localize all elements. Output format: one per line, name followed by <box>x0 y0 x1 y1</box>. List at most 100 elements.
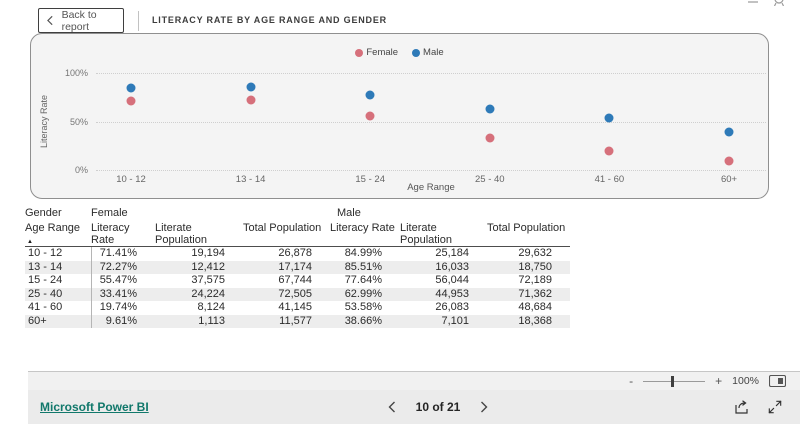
column-header[interactable]: Total Population <box>487 220 570 247</box>
next-page-button[interactable] <box>480 401 488 413</box>
value-cell: 9.61% <box>90 314 155 328</box>
age-range-cell: 10 - 12 <box>28 247 63 259</box>
footer-bar: Microsoft Power BI 10 of 21 <box>28 390 800 424</box>
data-point-male[interactable] <box>246 82 256 92</box>
value-cell: 71.41% <box>90 246 155 261</box>
microsoft-power-bi-link[interactable]: Microsoft Power BI <box>40 400 149 414</box>
gender-group-header: Gender <box>25 206 62 219</box>
data-point-male[interactable] <box>724 127 734 137</box>
data-point-male[interactable] <box>485 104 495 114</box>
data-point-male[interactable] <box>365 90 375 100</box>
age-range-cell: 13 - 14 <box>25 260 91 274</box>
x-axis-title: Age Range <box>407 182 455 193</box>
age-range-cell: 41 - 60 <box>28 301 63 313</box>
data-point-male[interactable] <box>126 83 136 93</box>
footer-action-icons <box>734 400 782 414</box>
zoom-slider-handle[interactable] <box>671 375 675 387</box>
value-cell: 26,878 <box>278 247 312 259</box>
table-row[interactable]: 10 - 12 71.41% 19,194 26,878 84.99% 25,184 29,… <box>25 246 570 261</box>
value-cell: 56,044 <box>435 274 469 286</box>
y-gridline <box>96 170 766 171</box>
chevron-left-icon <box>388 401 395 413</box>
table-row[interactable]: 13 - 14 72.27% 12,412 17,174 85.51% 16,033 18,… <box>25 260 570 274</box>
age-range-cell: 60+ <box>25 314 91 328</box>
chevron-right-icon <box>480 401 488 413</box>
table-row[interactable]: 60+ 9.61% 1,113 11,577 38.66% 7,101 18,368 <box>25 314 570 328</box>
value-cell: 29,632 <box>518 247 552 259</box>
page-navigation: 10 of 21 <box>388 400 488 414</box>
y-axis-title: Literacy Rate <box>39 94 49 149</box>
column-header[interactable]: Total Population <box>243 220 330 247</box>
chevron-left-icon <box>47 15 53 26</box>
age-range-column-header[interactable]: Age Range ▲ <box>25 220 91 247</box>
data-point-female[interactable] <box>724 156 734 166</box>
x-tick-label: 10 - 12 <box>116 174 146 185</box>
sort-ascending-icon: ▲ <box>27 239 33 245</box>
x-tick-label: 15 - 24 <box>355 174 385 185</box>
legend-dot-icon <box>355 48 364 57</box>
column-header[interactable]: Literacy Rate <box>330 220 400 247</box>
column-header[interactable]: Literate Population <box>155 220 243 247</box>
share-icon[interactable] <box>734 400 750 414</box>
data-table: Gender Female Male Age Range ▲ Literacy … <box>25 205 570 328</box>
zoom-level-value: 100% <box>732 375 759 387</box>
zoom-in-button[interactable]: + <box>715 374 723 388</box>
fit-to-page-icon[interactable] <box>769 375 786 387</box>
partial-toolbar-icon-1[interactable] <box>746 0 760 6</box>
value-cell: 33.41% <box>90 287 155 301</box>
chart-legend: Female Male <box>31 47 768 58</box>
age-range-cell: 15 - 24 <box>28 274 63 286</box>
value-cell: 19.74% <box>90 301 155 315</box>
table-body: 10 - 12 71.41% 19,194 26,878 84.99% 25,184 29,… <box>25 246 570 328</box>
x-tick-label: 41 - 60 <box>594 174 625 185</box>
y-gridline <box>96 73 766 74</box>
table-row[interactable]: 15 - 24 55.47% 37,575 67,744 77.64% 56,044 72,… <box>25 274 570 288</box>
legend-dot-icon <box>412 48 421 57</box>
value-cell: 48,684 <box>518 301 552 313</box>
column-header[interactable]: Literate Population <box>400 220 487 247</box>
value-cell: 8,124 <box>197 301 225 313</box>
back-to-report-button[interactable]: Back to report <box>38 8 124 33</box>
data-point-male[interactable] <box>604 113 614 123</box>
value-cell: 25,184 <box>435 247 469 259</box>
topbar-divider <box>138 11 139 31</box>
fullscreen-icon[interactable] <box>768 400 782 414</box>
data-point-female[interactable] <box>126 96 136 106</box>
value-cell: 16,033 <box>400 260 487 274</box>
value-cell: 24,224 <box>155 287 243 301</box>
legend-item-female[interactable]: Female <box>355 47 398 58</box>
value-cell: 17,174 <box>243 260 330 274</box>
legend-item-male[interactable]: Male <box>412 47 444 58</box>
value-cell: 41,145 <box>278 301 312 313</box>
value-cell: 84.99% <box>344 247 382 259</box>
value-cell: 37,575 <box>191 274 225 286</box>
table-row[interactable]: 41 - 60 19.74% 8,124 41,145 53.58% 26,083 48,6… <box>25 301 570 315</box>
female-group-header: Female <box>91 206 128 219</box>
value-cell: 67,744 <box>278 274 312 286</box>
x-tick-label: 60+ <box>720 174 738 185</box>
age-range-header-label: Age Range <box>25 222 81 234</box>
scatter-chart-panel: Female Male Literacy Rate 100% 50% 0% 10 - 1… <box>30 33 769 199</box>
age-range-cell: 25 - 40 <box>25 287 91 301</box>
zoom-slider[interactable] <box>643 375 706 387</box>
column-header[interactable]: Literacy Rate <box>91 220 155 247</box>
partial-toolbar-icon-2[interactable] <box>772 0 786 6</box>
data-table-wrap: Gender Female Male Age Range ▲ Literacy … <box>25 205 570 328</box>
data-point-female[interactable] <box>246 95 256 105</box>
x-tick-label: 25 - 40 <box>475 174 505 185</box>
value-cell: 12,412 <box>155 260 243 274</box>
zoom-out-button[interactable]: - <box>629 374 634 388</box>
value-cell: 38.66% <box>330 314 400 328</box>
data-point-female[interactable] <box>485 133 495 143</box>
value-cell: 55.47% <box>90 274 155 288</box>
value-cell: 85.51% <box>330 260 400 274</box>
table-row[interactable]: 25 - 40 33.41% 24,224 72,505 62.99% 44,953 71,… <box>25 287 570 301</box>
x-tick-label: 13 - 14 <box>235 174 266 185</box>
value-cell: 44,953 <box>400 287 487 301</box>
table-group-header-row: Gender Female Male <box>25 205 570 220</box>
previous-page-button[interactable] <box>388 401 396 413</box>
data-point-female[interactable] <box>365 111 375 121</box>
value-cell: 7,101 <box>400 314 487 328</box>
back-to-report-label: Back to report <box>61 8 97 33</box>
data-point-female[interactable] <box>604 146 614 156</box>
